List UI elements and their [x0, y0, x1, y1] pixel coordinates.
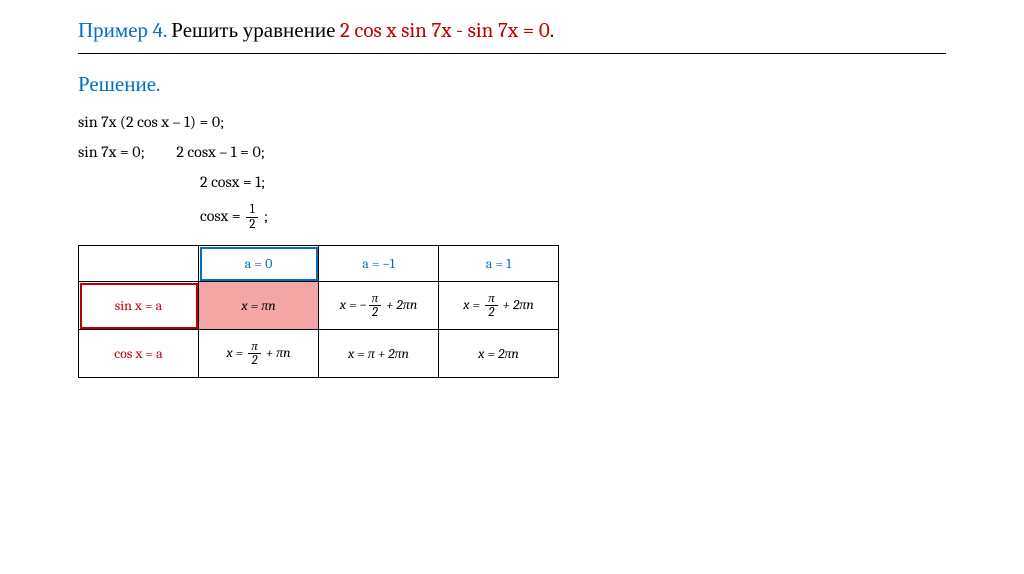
step-4-num: 1 — [246, 203, 258, 218]
step-3: 2 cosx = 1; — [200, 173, 946, 191]
cell-sin-a0-prefix: x = — [241, 297, 261, 314]
cell-sin-aneg1-den: 2 — [369, 306, 382, 320]
cell-cos-a0-frac: π2 — [248, 340, 261, 368]
cell-cos-aneg1: x = π + 2πn — [319, 330, 439, 378]
solution-steps: sin 7x (2 cos x – 1) = 0; sin 7x = 0; 2 … — [78, 113, 946, 231]
cell-sin-a0-body: πn — [261, 297, 275, 314]
header-empty — [79, 246, 199, 282]
header-a-1: a = 1 — [439, 246, 559, 282]
step-2: sin 7x = 0; 2 cosx – 1 = 0; — [78, 143, 946, 161]
step-4-den: 2 — [246, 218, 258, 232]
step-4-fraction: 12 — [246, 203, 258, 231]
step-4: cosx = 12 ; — [200, 203, 946, 231]
table-header-row: a = 0 a = –1 a = 1 — [79, 246, 559, 282]
step-1: sin 7x (2 cos x – 1) = 0; — [78, 113, 946, 131]
cell-sin-a1-frac: π2 — [485, 292, 498, 320]
cell-sin-aneg1-tail: + 2πn — [383, 296, 417, 313]
title-equation: 2 cos x sin 7x - sin 7x = 0 — [340, 19, 550, 43]
cell-cos-a0: x = π2 + πn — [199, 330, 319, 378]
cell-cos-a1: x = 2πn — [439, 330, 559, 378]
cell-sin-a1-tail: + 2πn — [500, 296, 534, 313]
cell-sin-aneg1-num: π — [369, 292, 382, 307]
title-period: . — [550, 19, 554, 43]
cell-cos-a1-body: x = 2πn — [478, 345, 519, 362]
step-2b: 2 cosx – 1 = 0; — [176, 143, 265, 161]
header-a-neg1: a = –1 — [319, 246, 439, 282]
cell-cos-a0-prefix: x = — [226, 344, 246, 361]
title-main: Решить уравнение — [167, 19, 340, 43]
cell-sin-aneg1: x = −π2 + 2πn — [319, 282, 439, 330]
cell-sin-a0: x = πn — [199, 282, 319, 330]
row-sin-label: sin x = a — [79, 282, 199, 330]
row-sin: sin x = a x = πn x = −π2 + 2πn x = π2 + … — [79, 282, 559, 330]
cell-sin-a1-num: π — [485, 292, 498, 307]
step-4-tail: ; — [260, 207, 268, 225]
header-a0: a = 0 — [199, 246, 319, 282]
row-cos-label: cos x = a — [79, 330, 199, 378]
cell-sin-a1-prefix: x = — [463, 296, 483, 313]
cell-cos-aneg1-body: x = π + 2πn — [348, 345, 409, 362]
cell-cos-a0-num: π — [248, 340, 261, 355]
title-divider — [78, 53, 946, 54]
cell-sin-aneg1-prefix: x = − — [340, 296, 367, 313]
row-cos: cos x = a x = π2 + πn x = π + 2πn x = 2π… — [79, 330, 559, 378]
cell-sin-aneg1-frac: π2 — [369, 292, 382, 320]
title-prefix: Пример 4. — [78, 19, 167, 43]
step-2a: sin 7x = 0; — [78, 143, 145, 161]
cell-cos-a0-tail: + πn — [263, 344, 291, 361]
solution-label: Решение. — [78, 72, 946, 97]
page: Пример 4. Решить уравнение 2 cos x sin 7… — [0, 0, 1024, 378]
step-4-lhs: cosx = — [200, 207, 244, 225]
cell-sin-a1-den: 2 — [485, 306, 498, 320]
cell-cos-a0-den: 2 — [248, 354, 261, 368]
cell-sin-a1: x = π2 + 2πn — [439, 282, 559, 330]
title: Пример 4. Решить уравнение 2 cos x sin 7… — [78, 18, 946, 43]
solutions-table: a = 0 a = –1 a = 1 sin x = a x = πn x = … — [78, 245, 559, 378]
